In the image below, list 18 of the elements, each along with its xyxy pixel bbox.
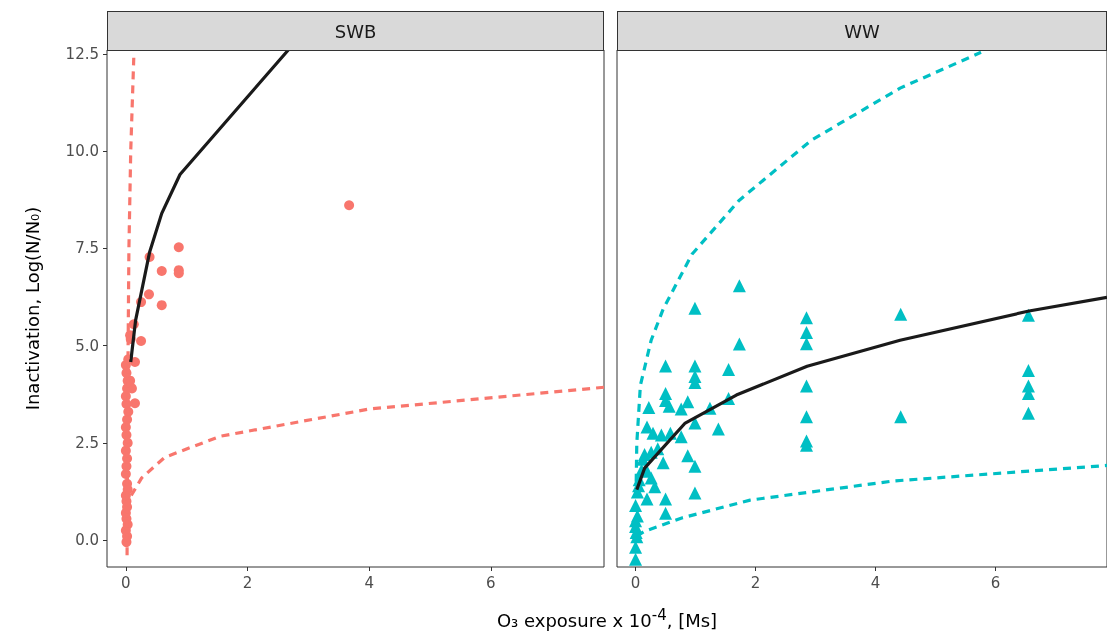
- y-tick-label: 10.0: [65, 142, 99, 161]
- x-tick-label: 4: [870, 573, 881, 592]
- x-tick-label: 2: [750, 573, 761, 592]
- x-tick-label: 2: [242, 573, 253, 592]
- y-tick-label: 12.5: [65, 44, 99, 63]
- x-axis-title: O₃ exposure x 10$^{-4}$, [Ms]: [495, 606, 719, 631]
- x-tick-label: 4: [364, 573, 374, 592]
- x-tick-label: 0: [121, 573, 131, 592]
- x-tick-label: 0: [630, 573, 641, 592]
- x-tick-label: 6: [990, 573, 1001, 592]
- y-tick-label: 7.5: [75, 239, 99, 258]
- chart-title: SWB: [107, 11, 604, 51]
- x-tick-label: 6: [486, 573, 496, 592]
- y-tick-label: 0.0: [75, 531, 99, 550]
- chart-title: WW: [617, 11, 1107, 51]
- y-tick-label: 2.5: [75, 433, 99, 452]
- y-axis-title: Inactivation, Log(N/N₀): [21, 206, 43, 411]
- y-tick-label: 5.0: [75, 336, 99, 355]
